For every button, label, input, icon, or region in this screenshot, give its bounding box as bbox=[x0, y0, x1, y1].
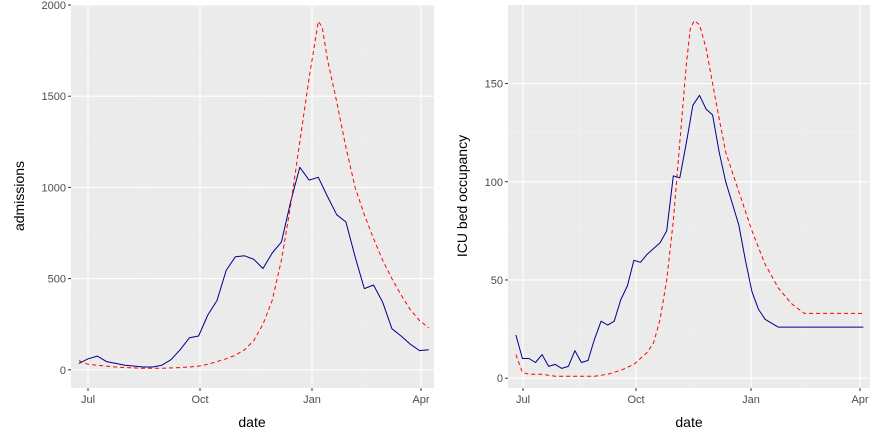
left-axis-ticks: 0 500 1000 1500 2000 Jul Oct Jan Apr bbox=[42, 0, 430, 406]
left-x-tick-label: Jul bbox=[81, 394, 95, 406]
right-chart: 0 50 100 150 Jul Oct Jan Apr date ICU bed occup… bbox=[454, 5, 870, 430]
right-x-tick-label: Oct bbox=[627, 394, 644, 406]
right-series-lines bbox=[515, 20, 864, 377]
right-plot-panel bbox=[508, 5, 870, 388]
left-model-dashed-line bbox=[78, 20, 430, 369]
left-series-lines bbox=[78, 20, 430, 369]
right-x-tick-label: Jul bbox=[516, 394, 530, 406]
left-y-tick-label: 2000 bbox=[42, 0, 66, 12]
left-observed-solid-line bbox=[78, 166, 429, 368]
left-gridlines bbox=[71, 4, 434, 388]
left-x-axis-title: date bbox=[238, 414, 265, 430]
right-x-tick-label: Apr bbox=[851, 394, 868, 406]
left-plot-panel bbox=[71, 5, 434, 388]
left-y-tick-label: 1500 bbox=[42, 91, 66, 103]
right-axis-ticks: 0 50 100 150 Jul Oct Jan Apr bbox=[485, 79, 869, 406]
left-y-tick-label: 0 bbox=[60, 365, 66, 377]
left-y-tick-label: 1000 bbox=[42, 182, 66, 194]
right-x-tick-label: Jan bbox=[742, 394, 760, 406]
left-x-tick-label: Oct bbox=[191, 394, 208, 406]
right-x-axis-title: date bbox=[675, 414, 702, 430]
right-y-tick-label: 0 bbox=[497, 373, 503, 385]
left-x-tick-label: Apr bbox=[412, 394, 429, 406]
left-y-tick-label: 500 bbox=[48, 274, 66, 286]
right-y-tick-label: 100 bbox=[485, 177, 503, 189]
right-model-dashed-line bbox=[515, 20, 864, 377]
left-chart: 0 500 1000 1500 2000 Jul Oct Jan Apr date admiss… bbox=[11, 0, 434, 430]
right-y-tick-label: 150 bbox=[485, 79, 503, 91]
left-y-axis-title: admissions bbox=[11, 161, 27, 231]
left-x-tick-label: Jan bbox=[303, 394, 321, 406]
right-y-tick-label: 50 bbox=[491, 275, 503, 287]
right-y-axis-title: ICU bed occupancy bbox=[454, 135, 470, 257]
right-observed-solid-line bbox=[515, 94, 864, 369]
right-gridlines bbox=[508, 5, 870, 388]
